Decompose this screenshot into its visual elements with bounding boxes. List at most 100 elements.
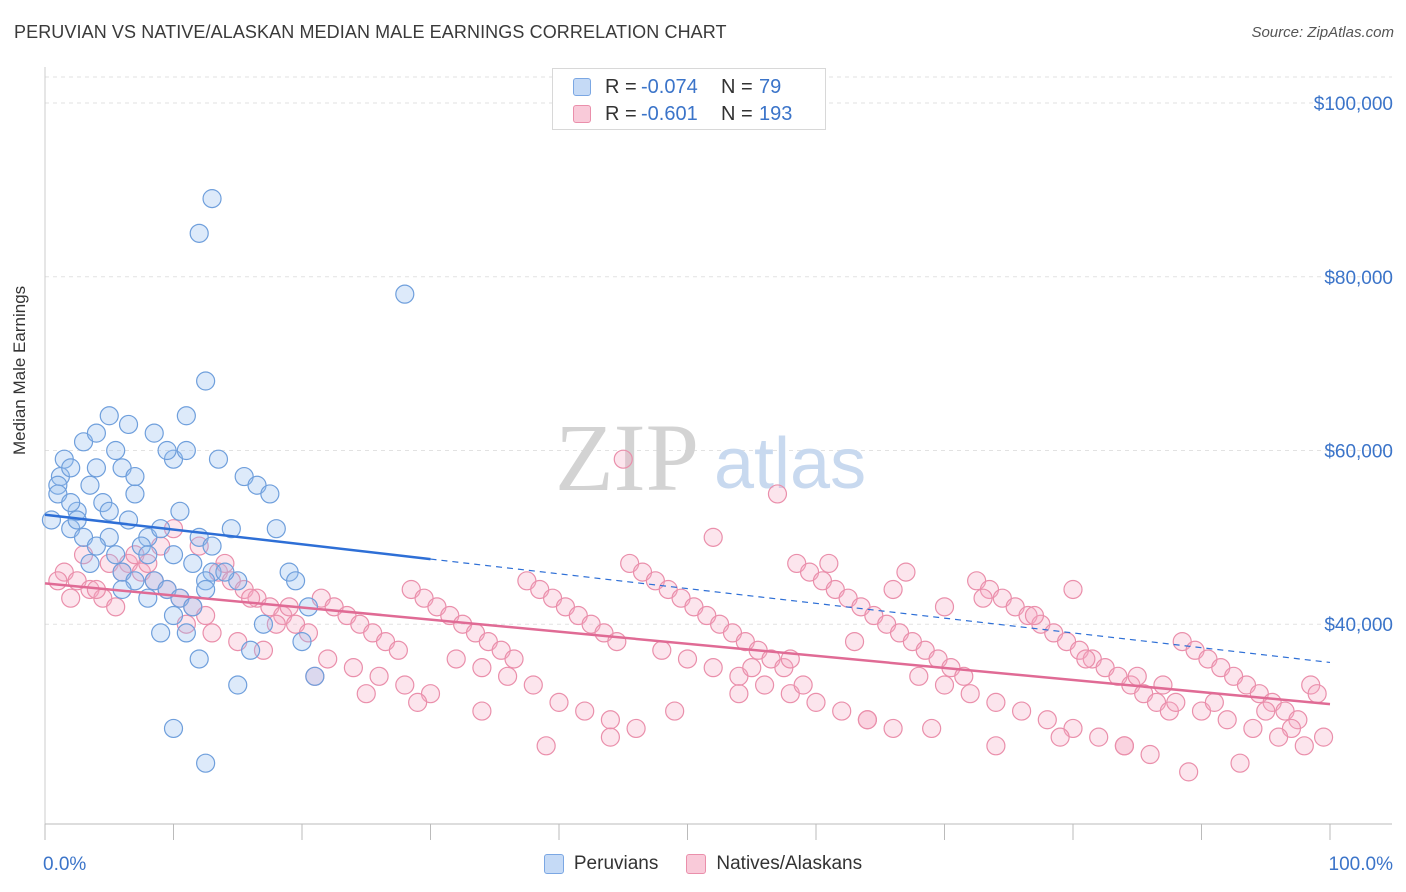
y-tick-label: $60,000 — [1324, 442, 1393, 463]
chart-title: PERUVIAN VS NATIVE/ALASKAN MEDIAN MALE E… — [14, 22, 727, 42]
peruvian-point — [183, 553, 203, 574]
n-label: N = — [721, 75, 753, 98]
native-point — [767, 484, 788, 504]
native-point — [1153, 675, 1173, 695]
legend-row-peruvians: R = -0.074 N = 79 — [573, 75, 781, 99]
watermark-atlas: atlas — [714, 424, 866, 504]
native-point — [1256, 701, 1276, 721]
peruvian-point — [221, 519, 241, 539]
peruvian-point — [138, 545, 158, 565]
peruvian-point — [170, 501, 190, 521]
native-point — [1217, 710, 1237, 730]
native-point — [844, 631, 865, 652]
peruvian-point — [163, 605, 184, 626]
native-point — [356, 684, 376, 704]
native-point — [1037, 710, 1057, 730]
native-point — [954, 666, 974, 686]
peruvian-trend-dashed — [430, 558, 1331, 664]
axes — [44, 67, 1392, 840]
native-point — [472, 701, 492, 721]
native-point — [909, 666, 929, 686]
native-point — [665, 701, 685, 721]
native-point — [960, 684, 980, 704]
native-point — [106, 597, 126, 617]
native-point — [857, 710, 878, 730]
native-point — [1050, 727, 1070, 747]
native-point — [883, 718, 903, 739]
legend-swatch-peruvians — [573, 78, 591, 96]
source-label: Source: ZipAtlas.com — [1251, 24, 1394, 41]
peruvian-point — [99, 406, 119, 426]
native-point — [934, 597, 955, 617]
native-point — [793, 675, 813, 695]
native-point — [1166, 692, 1186, 712]
native-point — [1011, 701, 1032, 721]
peruvian-point — [202, 189, 222, 209]
peruvian-point — [196, 371, 216, 391]
native-point — [729, 684, 749, 704]
legend-swatch-peruvians — [543, 854, 564, 874]
peruvian-point — [241, 640, 261, 660]
native-point — [806, 692, 826, 712]
r-label: R = — [605, 102, 637, 125]
peruvian-point — [86, 458, 107, 478]
r-value: -0.601 — [641, 102, 698, 125]
peruvian-point — [253, 614, 274, 634]
watermark-zip: ZIP — [555, 404, 699, 511]
native-point — [986, 692, 1006, 712]
native-point — [677, 649, 698, 669]
native-point — [973, 588, 993, 608]
native-point — [742, 658, 762, 678]
native-point — [754, 675, 775, 695]
native-point — [549, 692, 569, 712]
peruvian-point — [61, 458, 81, 478]
peruvian-point — [208, 449, 229, 469]
native-point — [395, 675, 415, 695]
peruvian-point — [176, 440, 196, 461]
native-point — [61, 588, 81, 608]
native-point — [934, 675, 955, 695]
native-point — [575, 701, 595, 721]
native-point — [388, 640, 408, 660]
y-tick-label: $80,000 — [1324, 268, 1393, 289]
peruvian-trend-solid — [44, 513, 431, 561]
peruvian-point — [125, 484, 145, 504]
native-point — [318, 649, 338, 669]
peruvian-point — [196, 579, 216, 600]
peruvian-point — [266, 519, 286, 539]
n-label: N = — [721, 102, 753, 125]
native-point — [883, 579, 903, 600]
native-point — [703, 527, 723, 547]
native-point — [498, 666, 518, 686]
n-value: 193 — [759, 102, 793, 125]
native-point — [1204, 692, 1224, 712]
native-point — [369, 666, 389, 686]
native-point — [819, 553, 839, 574]
legend-item-peruvians[interactable]: Peruvians — [543, 853, 659, 875]
native-point — [1024, 605, 1045, 626]
legend-row-natives: R = -0.601 N = 193 — [573, 102, 792, 126]
peruvian-point — [228, 675, 248, 695]
native-point — [1063, 579, 1083, 600]
peruvian-points — [41, 189, 415, 773]
native-points — [48, 449, 1334, 782]
peruvian-point — [151, 623, 171, 643]
native-point — [703, 658, 723, 678]
native-point — [536, 736, 556, 756]
peruvian-point — [106, 440, 126, 461]
r-value: -0.074 — [641, 75, 698, 98]
y-tick-label: $40,000 — [1324, 615, 1393, 636]
y-tick-label: $100,000 — [1314, 94, 1393, 115]
peruvian-point — [176, 623, 196, 643]
native-point — [1230, 753, 1250, 773]
native-point — [652, 640, 672, 660]
legend-label-peruvians: Peruvians — [573, 853, 659, 874]
native-point — [613, 449, 633, 469]
native-point — [1089, 727, 1109, 747]
native-point — [343, 658, 363, 678]
legend-item-natives[interactable]: Natives/Alaskans — [686, 853, 862, 875]
native-point — [1114, 736, 1135, 756]
peruvian-point — [86, 536, 107, 556]
legend-swatch-natives — [686, 854, 707, 874]
peruvian-point — [260, 484, 280, 504]
